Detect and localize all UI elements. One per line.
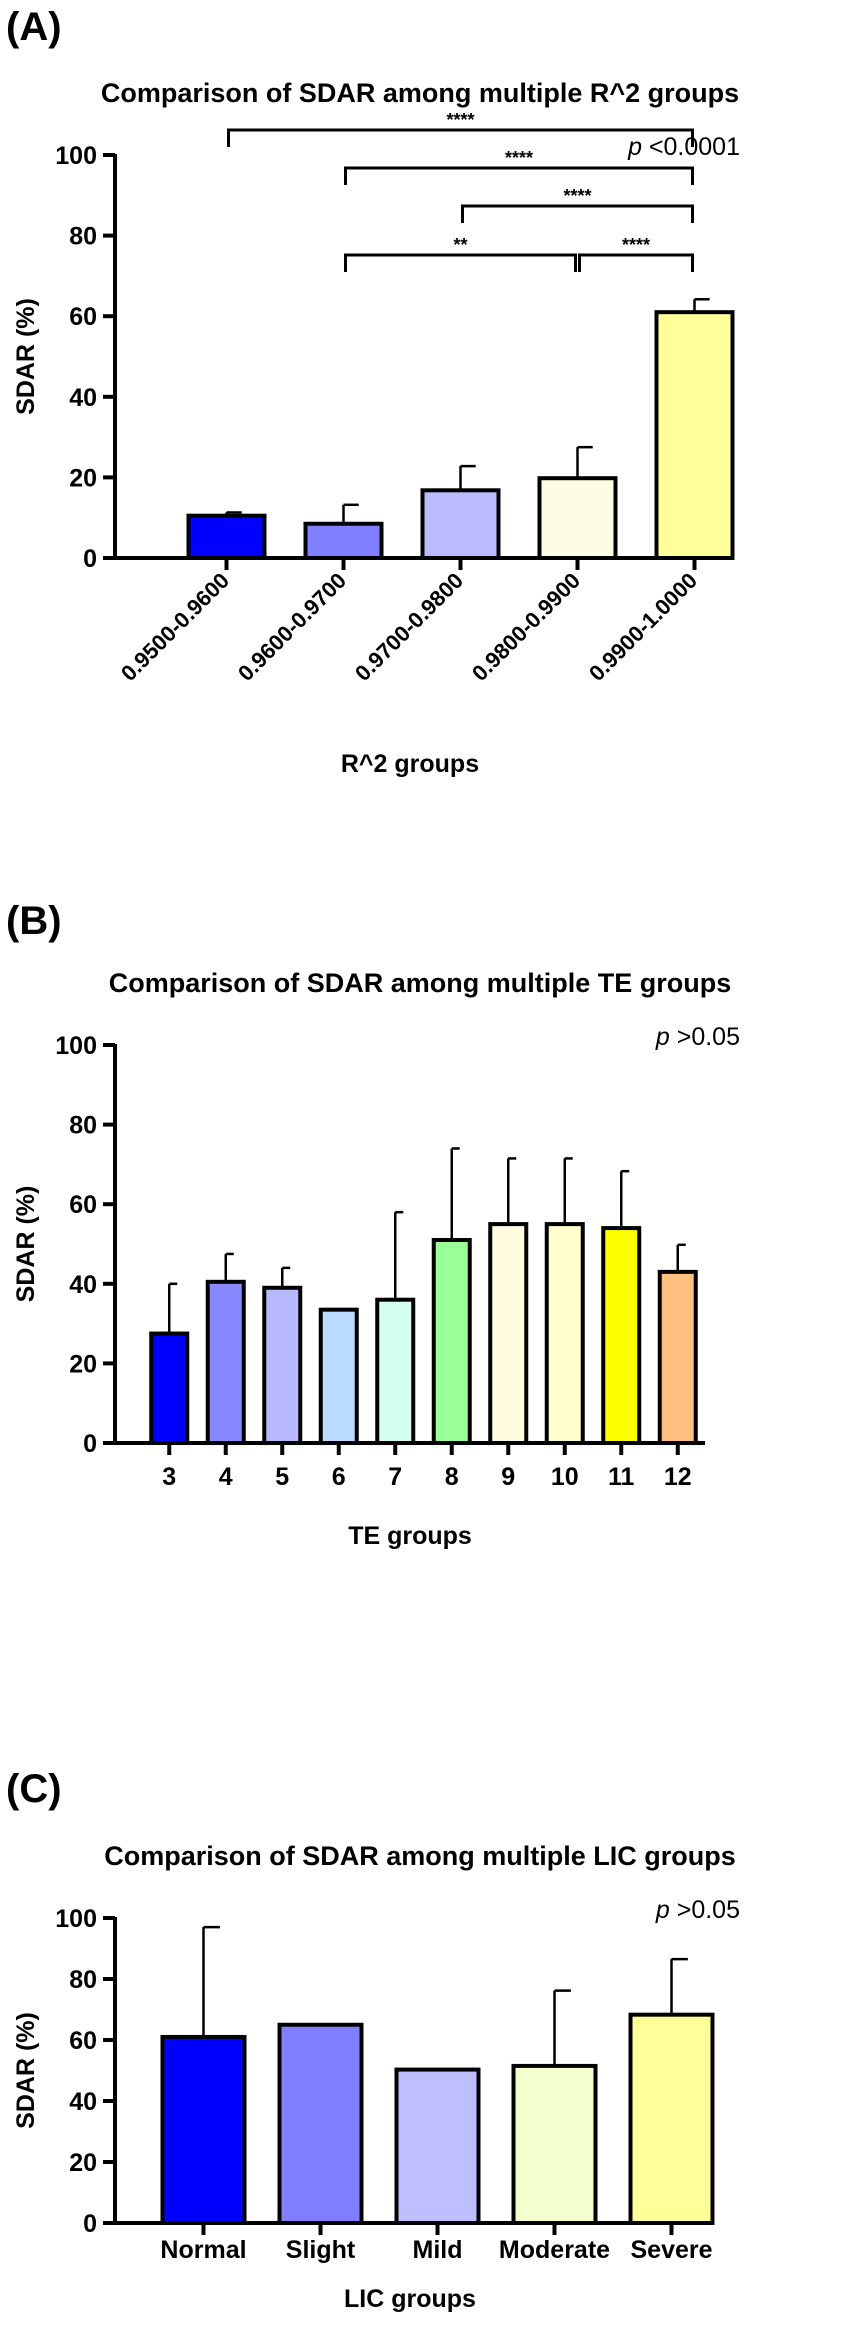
bar	[537, 476, 618, 560]
x-tick-label: 0.9900-1.0000	[584, 568, 702, 686]
y-tick-label: 80	[69, 1966, 97, 1994]
y-tick-label: 40	[69, 1271, 97, 1299]
panel-label: (A)	[6, 5, 62, 49]
bar	[431, 1238, 472, 1446]
y-tick-label: 100	[55, 142, 97, 170]
x-tick-label: Normal	[160, 2236, 246, 2264]
chart-title: Comparison of SDAR among multiple LIC gr…	[104, 1841, 736, 1871]
panel-label: (C)	[6, 1767, 62, 1811]
bar	[420, 488, 501, 560]
p-value-label: p >0.05	[655, 1023, 740, 1051]
y-tick-label: 60	[69, 2027, 97, 2055]
x-tick-label: 0.9500-0.9600	[116, 568, 234, 686]
y-tick-label: 60	[69, 303, 97, 331]
y-tick-label: 100	[55, 1905, 97, 1933]
bar	[628, 2012, 715, 2226]
bar	[657, 1269, 698, 1445]
significance-label: **	[453, 235, 467, 255]
bar	[511, 2063, 598, 2226]
x-tick-label: 5	[275, 1463, 289, 1491]
significance-bracket	[344, 253, 577, 272]
bar	[205, 1279, 246, 1446]
bar	[318, 1307, 359, 1446]
panel-label: (B)	[6, 899, 62, 943]
significance-bracket	[578, 253, 694, 272]
x-tick-label: Severe	[630, 2236, 712, 2264]
significance-bracket	[344, 166, 694, 185]
significance-label: ****	[505, 148, 533, 168]
chart-title: Comparison of SDAR among multiple TE gro…	[109, 968, 732, 998]
x-tick-label: 3	[162, 1463, 176, 1491]
chart-panel-0: (A) Comparison of SDAR among multiple R^2…	[6, 5, 740, 778]
y-tick-label: 80	[69, 1112, 97, 1140]
p-value: <0.0001	[649, 133, 740, 161]
bar	[488, 1222, 529, 1445]
y-tick-label: 40	[69, 2088, 97, 2116]
bar	[160, 2034, 247, 2225]
x-tick-label: Moderate	[499, 2236, 610, 2264]
significance-label: ****	[563, 186, 591, 206]
bar	[601, 1226, 642, 1445]
y-axis-label: SDAR (%)	[12, 2012, 40, 2129]
chart-panel-2: (C) Comparison of SDAR among multiple LIC…	[6, 1767, 740, 2313]
bar	[277, 2022, 364, 2225]
x-tick-label: 11	[608, 1463, 635, 1491]
x-tick-label: 6	[332, 1463, 346, 1491]
chart-title: Comparison of SDAR among multiple R^2 gr…	[101, 78, 739, 108]
x-tick-label: 12	[664, 1463, 692, 1491]
x-tick-label: 8	[445, 1463, 459, 1491]
x-tick-label: 9	[501, 1463, 515, 1491]
x-tick-label: 7	[388, 1463, 402, 1491]
x-tick-label: 10	[551, 1463, 579, 1491]
x-axis-label: TE groups	[348, 1522, 472, 1550]
significance-label: ****	[446, 110, 474, 130]
p-value-label: p >0.05	[655, 1896, 740, 1924]
x-tick-label: 4	[219, 1463, 233, 1491]
x-tick-label: Mild	[413, 2236, 463, 2264]
y-tick-label: 60	[69, 1191, 97, 1219]
bar	[186, 513, 267, 560]
bar	[149, 1331, 190, 1446]
bar	[394, 2067, 481, 2225]
y-axis-label: SDAR (%)	[12, 1186, 40, 1303]
x-tick-label: 0.9800-0.9900	[467, 568, 585, 686]
p-value-label: p <0.0001	[627, 133, 740, 161]
y-tick-label: 0	[83, 1430, 97, 1458]
p-value: >0.05	[677, 1023, 740, 1051]
significance-label: ****	[622, 235, 650, 255]
x-axis-label: R^2 groups	[341, 750, 479, 778]
p-value: >0.05	[677, 1896, 740, 1924]
y-tick-label: 20	[69, 1350, 97, 1378]
bar	[375, 1297, 416, 1445]
x-tick-label: Slight	[286, 2236, 356, 2264]
x-tick-label: 0.9700-0.9800	[350, 568, 468, 686]
p-symbol: p	[627, 133, 649, 161]
y-axis-label: SDAR (%)	[12, 298, 40, 415]
bar	[654, 310, 735, 561]
x-tick-label: 0.9600-0.9700	[233, 568, 351, 686]
chart-panel-1: (B) Comparison of SDAR among multiple TE …	[6, 899, 740, 1550]
y-tick-label: 100	[55, 1032, 97, 1060]
bar	[544, 1222, 585, 1445]
y-tick-label: 40	[69, 384, 97, 412]
y-tick-label: 20	[69, 2149, 97, 2177]
significance-bracket	[227, 128, 694, 147]
bar	[262, 1285, 303, 1446]
x-axis-label: LIC groups	[344, 2285, 476, 2313]
bar	[303, 521, 384, 560]
y-tick-label: 20	[69, 464, 97, 492]
significance-bracket	[461, 204, 694, 223]
y-tick-label: 0	[83, 2210, 97, 2238]
y-tick-label: 80	[69, 223, 97, 251]
y-tick-label: 0	[83, 545, 97, 573]
p-symbol: p	[655, 1896, 677, 1924]
p-symbol: p	[655, 1023, 677, 1051]
